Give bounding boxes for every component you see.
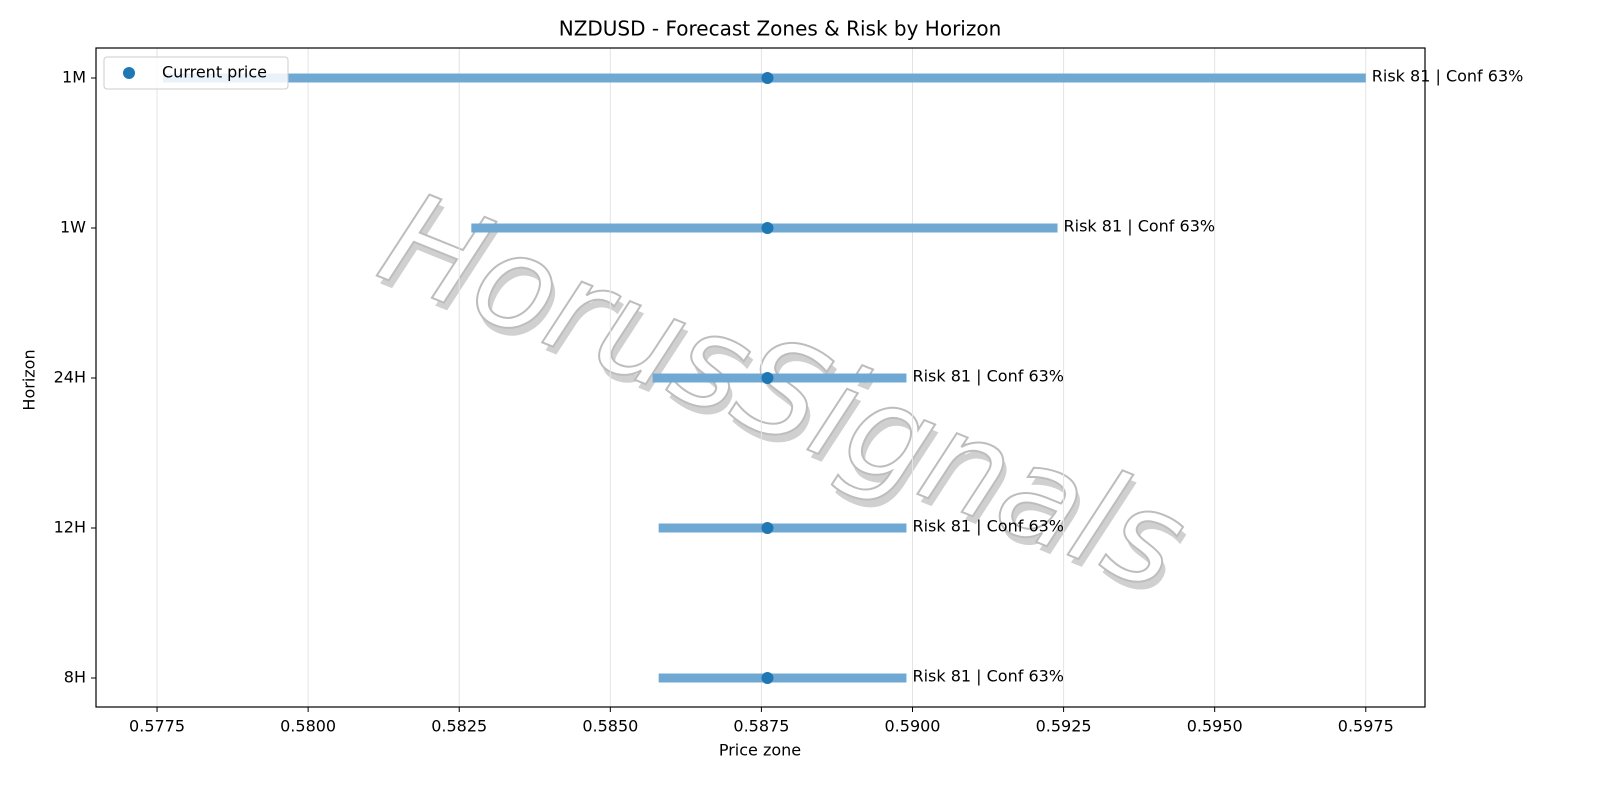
x-tick-label: 0.5900 [885,717,941,736]
y-tick-label: 1W [60,218,86,237]
current-price-dot [761,222,774,234]
x-tick-label: 0.5825 [431,717,487,736]
current-price-dot [761,522,774,534]
x-tick-label: 0.5925 [1036,717,1092,736]
x-tick-label: 0.5800 [280,717,336,736]
zone-annotation: Risk 81 | Conf 63% [912,367,1064,386]
zone-annotation: Risk 81 | Conf 63% [1064,217,1216,236]
x-tick-label: 0.5875 [733,717,789,736]
legend-box [103,56,289,90]
current-price-dot [761,72,774,84]
current-price-dot [761,372,774,384]
x-tick-label: 0.5950 [1187,717,1243,736]
current-price-dot [761,672,774,684]
x-tick-label: 0.5850 [582,717,638,736]
zone-annotation: Risk 81 | Conf 63% [912,517,1064,536]
x-axis-label: Price zone [719,741,801,760]
y-tick-label: 24H [54,368,86,387]
legend-marker [123,67,135,79]
legend-label: Current price [162,63,267,82]
y-tick-label: 12H [54,518,86,537]
y-axis-label: Horizon [20,349,39,410]
x-tick-label: 0.5975 [1338,717,1394,736]
x-tick-label: 0.5775 [129,717,185,736]
y-tick-label: 1M [62,68,86,87]
y-tick-label: 8H [64,668,86,687]
zone-annotation: Risk 81 | Conf 63% [912,667,1064,686]
zone-annotation: Risk 81 | Conf 63% [1372,67,1524,86]
chart-title: NZDUSD - Forecast Zones & Risk by Horizo… [559,17,1002,41]
